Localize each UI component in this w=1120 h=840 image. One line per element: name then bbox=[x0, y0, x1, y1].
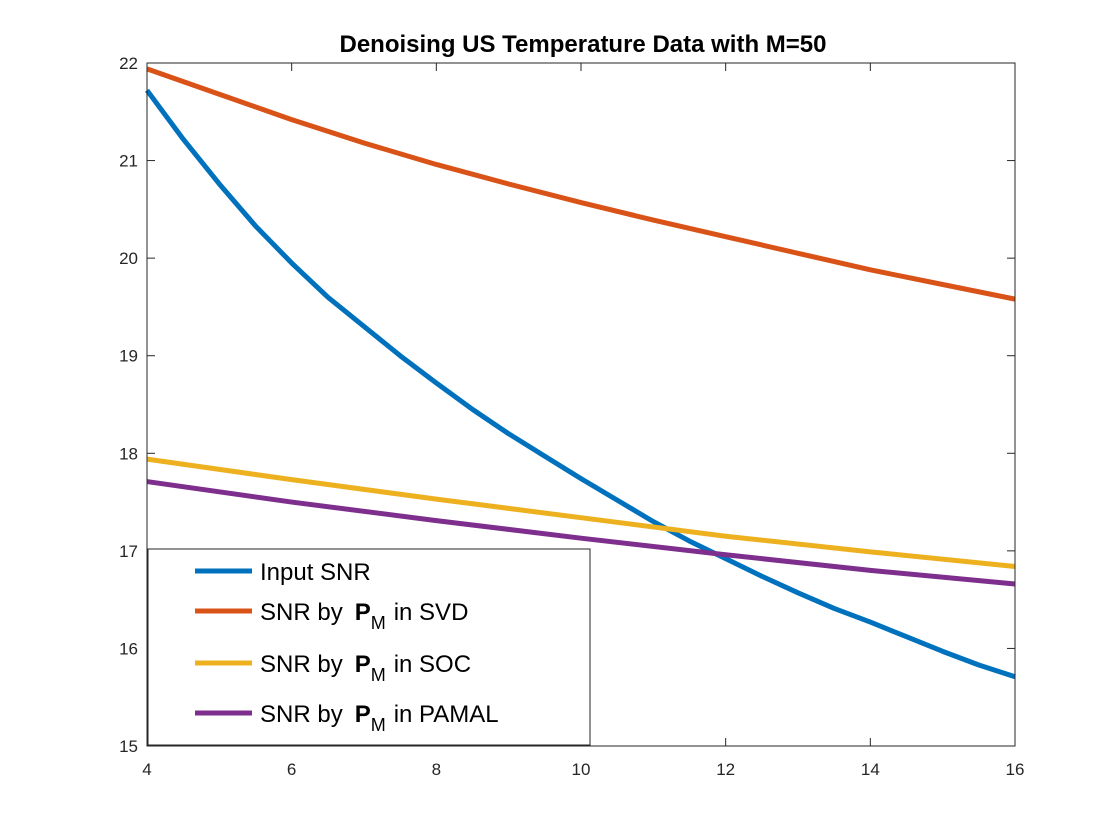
series-layer bbox=[144, 66, 1016, 680]
x-tick-label-6: 16 bbox=[1006, 760, 1025, 779]
legend-label-3: SNR by PM in PAMAL bbox=[260, 701, 499, 735]
x-tick-label-5: 14 bbox=[861, 760, 880, 779]
y-tick-label-1: 16 bbox=[119, 639, 138, 658]
legend-label-symbol-1: P bbox=[355, 599, 371, 626]
series-line-0 bbox=[144, 88, 1016, 680]
y-tick-label-6: 21 bbox=[119, 152, 138, 171]
legend-label-0: Input SNR bbox=[260, 559, 371, 586]
x-tick-label-2: 8 bbox=[432, 760, 441, 779]
legend-label-prefix-3: SNR by bbox=[260, 701, 343, 728]
x-tick-label-1: 6 bbox=[287, 760, 296, 779]
legend-label-suffix-1: in SVD bbox=[394, 599, 469, 626]
y-tick-label-2: 17 bbox=[119, 542, 138, 561]
legend-label-suffix-2: in SOC bbox=[394, 651, 471, 678]
x-tick-label-0: 4 bbox=[142, 760, 151, 779]
axes-layer: 4 6 8 10 12 14 16 15 16 17 18 19 20 21 22 bbox=[119, 54, 1024, 779]
legend-label-symbol-3: P bbox=[355, 701, 371, 728]
legend-label-prefix-0: Input SNR bbox=[260, 559, 371, 586]
legend-label-prefix-2: SNR by bbox=[260, 651, 343, 678]
legend-label-2: SNR by PM in SOC bbox=[260, 651, 471, 685]
legend-label-subscript-2: M bbox=[371, 665, 386, 685]
legend-label-prefix-1: SNR by bbox=[260, 599, 343, 626]
x-tick-label-3: 10 bbox=[572, 760, 591, 779]
legend-label-subscript-3: M bbox=[371, 715, 386, 735]
legend-label-symbol-2: P bbox=[355, 651, 371, 678]
y-tick-label-5: 20 bbox=[119, 249, 138, 268]
legend-label-subscript-1: M bbox=[371, 613, 386, 633]
legend-label-suffix-3: in PAMAL bbox=[394, 701, 499, 728]
series-line-3 bbox=[146, 479, 1016, 587]
y-tick-label-3: 18 bbox=[119, 444, 138, 463]
legend-label-1: SNR by PM in SVD bbox=[260, 599, 468, 633]
y-tick-label-0: 15 bbox=[119, 737, 138, 756]
x-tick-label-4: 12 bbox=[716, 760, 735, 779]
series-line-1 bbox=[146, 66, 1016, 302]
y-tick-label-4: 19 bbox=[119, 347, 138, 366]
series-line-2 bbox=[146, 456, 1016, 569]
y-tick-label-7: 22 bbox=[119, 54, 138, 73]
chart-title: Denoising US Temperature Data with M=50 bbox=[340, 31, 827, 58]
